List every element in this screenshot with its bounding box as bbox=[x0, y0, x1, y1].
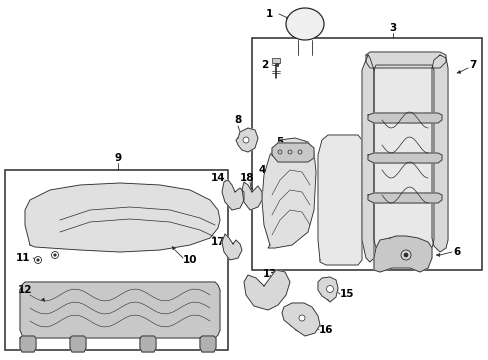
Text: 4: 4 bbox=[258, 165, 265, 175]
Polygon shape bbox=[242, 182, 262, 210]
Polygon shape bbox=[367, 153, 441, 163]
Polygon shape bbox=[140, 336, 156, 352]
Text: 14: 14 bbox=[210, 173, 225, 183]
Text: 12: 12 bbox=[18, 285, 32, 295]
Circle shape bbox=[35, 256, 41, 264]
Polygon shape bbox=[244, 270, 289, 310]
Polygon shape bbox=[271, 143, 313, 162]
Polygon shape bbox=[361, 55, 373, 262]
Circle shape bbox=[403, 253, 407, 257]
Text: 7: 7 bbox=[468, 60, 476, 70]
Circle shape bbox=[54, 254, 56, 256]
Text: 16: 16 bbox=[318, 325, 332, 335]
Polygon shape bbox=[282, 303, 319, 336]
Text: 8: 8 bbox=[234, 115, 241, 125]
Polygon shape bbox=[317, 135, 361, 265]
Polygon shape bbox=[373, 65, 433, 248]
Circle shape bbox=[51, 252, 59, 258]
Bar bbox=[271, 58, 280, 63]
Circle shape bbox=[326, 285, 333, 292]
Polygon shape bbox=[365, 52, 445, 68]
Text: 10: 10 bbox=[183, 255, 197, 265]
Text: 9: 9 bbox=[114, 153, 122, 163]
Polygon shape bbox=[20, 282, 220, 338]
Text: 2: 2 bbox=[261, 60, 268, 70]
Text: 5: 5 bbox=[276, 137, 283, 147]
Text: 13: 13 bbox=[262, 269, 277, 279]
Polygon shape bbox=[317, 277, 337, 302]
Polygon shape bbox=[20, 336, 36, 352]
Bar bbox=[5, 170, 227, 350]
Polygon shape bbox=[200, 336, 216, 352]
Polygon shape bbox=[236, 128, 258, 152]
Text: 1: 1 bbox=[265, 9, 272, 19]
Circle shape bbox=[298, 315, 305, 321]
Polygon shape bbox=[222, 234, 242, 260]
Circle shape bbox=[37, 259, 39, 261]
Text: 18: 18 bbox=[239, 173, 254, 183]
Text: 17: 17 bbox=[210, 237, 225, 247]
Text: 11: 11 bbox=[16, 253, 30, 263]
Ellipse shape bbox=[285, 8, 324, 40]
Polygon shape bbox=[222, 180, 244, 210]
Circle shape bbox=[400, 250, 410, 260]
Polygon shape bbox=[70, 336, 86, 352]
Polygon shape bbox=[431, 55, 447, 252]
Text: 3: 3 bbox=[388, 23, 396, 33]
Text: 15: 15 bbox=[339, 289, 353, 299]
Polygon shape bbox=[367, 193, 441, 203]
Circle shape bbox=[243, 137, 248, 143]
Bar bbox=[251, 38, 481, 270]
Polygon shape bbox=[367, 113, 441, 123]
Polygon shape bbox=[373, 236, 431, 272]
Polygon shape bbox=[25, 183, 220, 252]
Text: 6: 6 bbox=[452, 247, 460, 257]
Polygon shape bbox=[262, 138, 315, 248]
